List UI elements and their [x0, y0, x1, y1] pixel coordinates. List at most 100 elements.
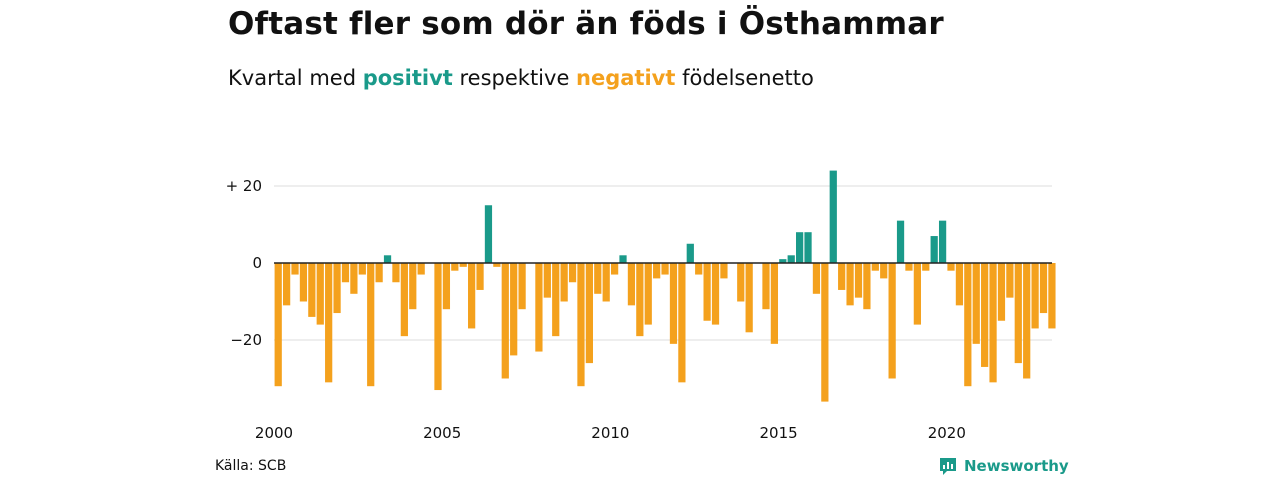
data-bar: [325, 263, 333, 383]
data-bar: [938, 220, 947, 263]
data-bar: [299, 263, 308, 302]
data-bar: [308, 263, 316, 317]
data-bar: [392, 263, 400, 283]
data-bar: [375, 263, 383, 283]
data-bar: [518, 263, 526, 310]
data-bar: [947, 263, 955, 271]
data-bar: [1023, 263, 1031, 379]
data-bar: [358, 263, 366, 275]
data-bar: [434, 263, 442, 391]
x-tick-label: 2015: [760, 424, 798, 442]
data-bar: [484, 205, 493, 263]
data-bar: [291, 263, 299, 275]
chart-title: Oftast fler som dör än föds i Östhammar: [228, 6, 944, 42]
data-bar: [568, 263, 577, 283]
data-bar: [577, 263, 585, 387]
data-bar: [468, 263, 476, 329]
x-tick-label: 2010: [591, 424, 629, 442]
data-bar: [686, 243, 694, 263]
data-bar: [333, 263, 341, 314]
data-bar: [981, 263, 989, 367]
data-bar: [400, 263, 408, 337]
chart-subtitle: Kvartal med positivt respektive negativt…: [228, 66, 814, 90]
data-bar: [367, 263, 375, 387]
data-bar: [745, 263, 753, 333]
x-tick-label: 2005: [423, 424, 461, 442]
data-bar: [619, 255, 627, 263]
data-bar: [796, 232, 804, 263]
data-bar: [644, 263, 652, 325]
data-bar: [1014, 263, 1022, 364]
data-bar: [1039, 263, 1048, 314]
data-bar: [459, 263, 467, 267]
data-bar: [770, 263, 779, 344]
data-bar: [871, 263, 879, 271]
data-bar: [1006, 263, 1014, 298]
data-bar: [838, 263, 846, 290]
data-bar: [594, 263, 602, 294]
data-bar: [829, 170, 837, 263]
y-tick-label: 0: [252, 254, 262, 272]
data-bar: [501, 263, 509, 379]
subtitle-negative-word: negativt: [576, 66, 676, 90]
data-bar: [863, 263, 871, 310]
data-bar: [930, 236, 938, 263]
data-bar: [913, 263, 921, 325]
data-bar: [678, 263, 686, 383]
subtitle-positive-word: positivt: [362, 66, 453, 90]
data-bar: [409, 263, 417, 310]
data-bar: [972, 263, 980, 344]
data-bar: [476, 263, 484, 290]
data-bar: [880, 263, 888, 279]
data-bar: [552, 263, 560, 337]
data-bar: [737, 263, 745, 302]
data-bar: [653, 263, 661, 279]
data-bar: [543, 263, 551, 298]
data-bar: [451, 263, 459, 271]
data-bar: [627, 263, 636, 306]
data-bar: [854, 263, 863, 298]
data-bar: [955, 263, 964, 306]
data-bar: [905, 263, 913, 271]
data-bar: [997, 263, 1006, 321]
data-bar: [888, 263, 896, 379]
data-bar: [383, 255, 392, 263]
data-bar: [493, 263, 501, 267]
x-tick-label: 2020: [928, 424, 966, 442]
data-bar: [896, 220, 905, 263]
brand-logo: Newsworthy: [938, 456, 1069, 476]
data-bar: [989, 263, 997, 383]
data-bar: [602, 263, 610, 302]
data-bar: [1048, 263, 1056, 329]
data-bar: [636, 263, 644, 337]
subtitle-suffix: födelsenetto: [675, 66, 814, 90]
x-tick-label: 2000: [255, 424, 293, 442]
data-bar: [711, 263, 720, 325]
data-bar: [316, 263, 324, 325]
data-bar: [661, 263, 669, 275]
data-bar: [720, 263, 728, 279]
data-bar: [922, 263, 930, 271]
data-bar: [762, 263, 770, 310]
data-bar: [282, 263, 291, 306]
data-bar: [417, 263, 425, 275]
subtitle-prefix: Kvartal med: [228, 66, 363, 90]
data-bar: [442, 263, 451, 310]
data-bar: [804, 232, 812, 263]
newsworthy-logo-icon: [938, 456, 958, 476]
data-bar: [341, 263, 350, 283]
data-bar: [703, 263, 711, 321]
y-tick-label: + 20: [226, 177, 262, 195]
data-bar: [846, 263, 854, 306]
data-bar: [964, 263, 972, 387]
data-bar: [560, 263, 568, 302]
data-bar: [669, 263, 678, 344]
source-note: Källa: SCB: [215, 458, 287, 474]
data-bar: [610, 263, 619, 275]
data-bar: [787, 255, 795, 263]
data-bar: [350, 263, 358, 294]
data-bar: [821, 263, 829, 402]
y-tick-label: −20: [230, 331, 262, 349]
data-bar: [779, 259, 787, 263]
